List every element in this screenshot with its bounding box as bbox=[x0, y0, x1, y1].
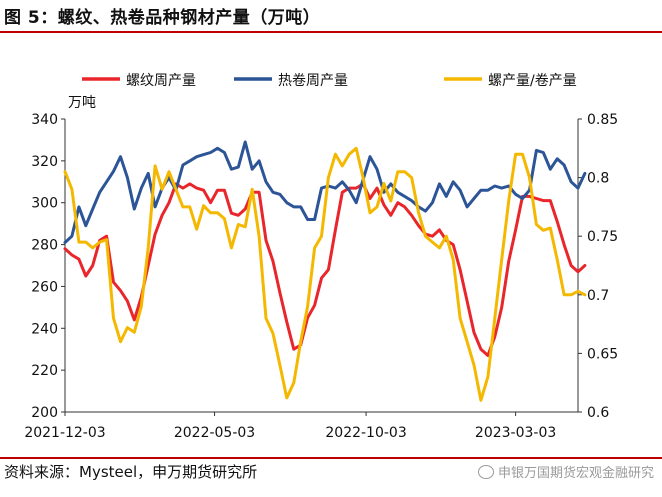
left-tick-label: 240 bbox=[31, 321, 58, 337]
series-line-3 bbox=[63, 146, 587, 402]
left-tick-label: 340 bbox=[31, 112, 58, 128]
series-line-1 bbox=[63, 182, 587, 357]
right-tick-label: 0.8 bbox=[587, 171, 609, 187]
left-tick-label: 320 bbox=[31, 154, 58, 170]
left-tick-label: 280 bbox=[31, 238, 58, 254]
watermark: 申银万国期货宏观金融研究 bbox=[477, 462, 654, 481]
left-tick-label: 220 bbox=[31, 363, 58, 379]
x-tick-label: 2022-05-03 bbox=[174, 425, 255, 441]
left-tick-label: 200 bbox=[31, 405, 58, 421]
source-rule bbox=[0, 457, 662, 459]
watermark-text: 申银万国期货宏观金融研究 bbox=[497, 466, 654, 481]
left-tick-label: 260 bbox=[31, 279, 58, 295]
title-rule bbox=[0, 31, 662, 33]
source-note: 资料来源：Mysteel，申万期货研究所 bbox=[4, 463, 258, 481]
legend-label-2: 热卷周产量 bbox=[278, 73, 348, 89]
line-chart: 200 220 240 260 280 300 320 340 0.6 0.65 0.7 0.75 0.… bbox=[24, 73, 618, 441]
right-tick-label: 0.65 bbox=[587, 346, 618, 362]
left-axis-unit-label: 万吨 bbox=[68, 95, 96, 111]
legend-label-1: 螺纹周产量 bbox=[126, 73, 196, 89]
x-tick-label: 2022-10-03 bbox=[325, 425, 406, 441]
x-tick-label: 2021-12-03 bbox=[24, 425, 105, 441]
right-tick-label: 0.7 bbox=[587, 288, 609, 304]
legend-label-3: 螺产量/卷产量 bbox=[488, 73, 577, 89]
right-tick-label: 0.6 bbox=[587, 405, 609, 421]
x-tick-label: 2023-03-03 bbox=[475, 425, 556, 441]
wechat-icon bbox=[477, 465, 494, 479]
left-tick-label: 300 bbox=[31, 196, 58, 212]
right-tick-label: 0.75 bbox=[587, 229, 618, 245]
figure-title: 图 5：螺纹、热卷品种钢材产量（万吨） bbox=[4, 8, 321, 28]
right-tick-label: 0.85 bbox=[587, 112, 618, 128]
